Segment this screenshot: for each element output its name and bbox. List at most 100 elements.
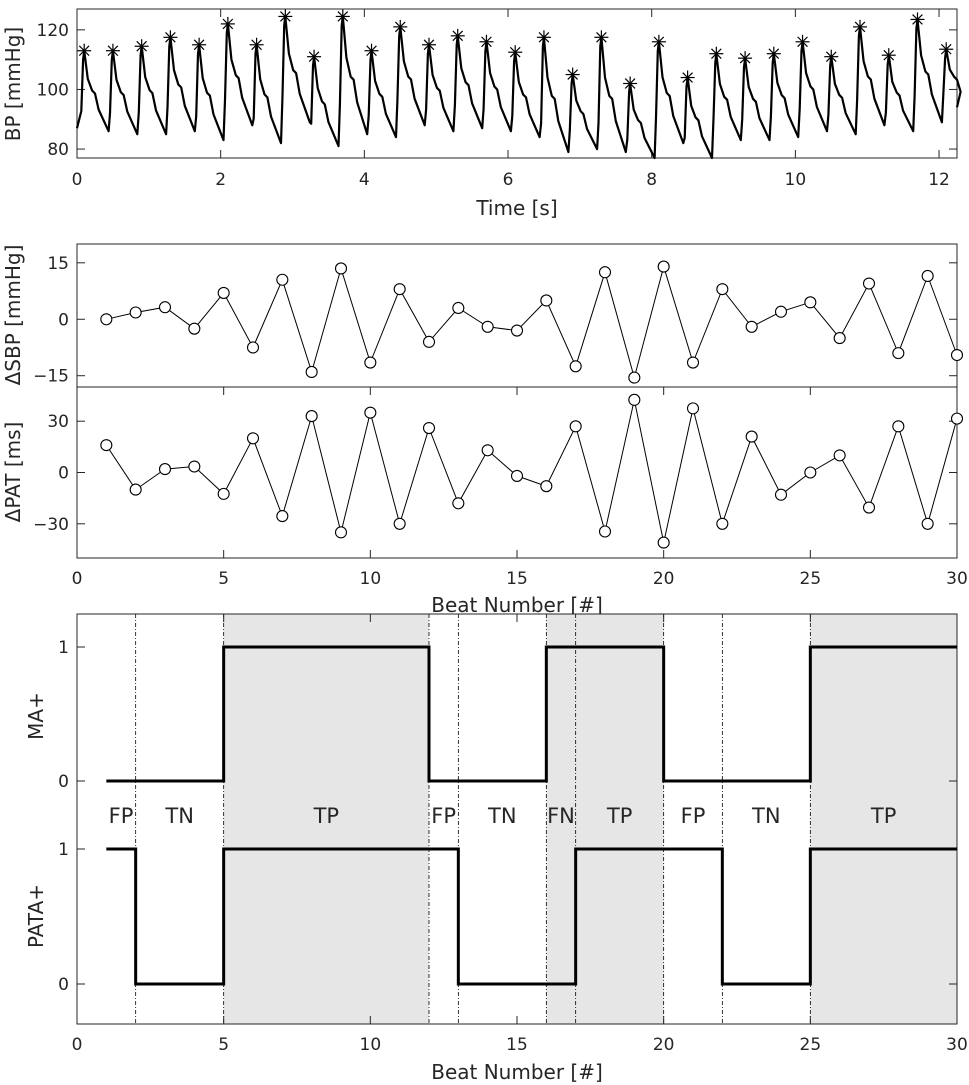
region-label: TN	[751, 804, 781, 828]
bp-y-tick-label: 100	[37, 80, 69, 100]
dpat-data-point	[569, 420, 582, 433]
dsbp-data-point	[628, 371, 641, 384]
dpat-data-point	[246, 432, 260, 445]
dpat-data-point	[686, 402, 700, 415]
region-shading	[223, 614, 429, 1024]
dpat-panel: 0 5 10 15 20 25 30 −30 0 30 Beat Number [#] ΔPAT …	[1, 386, 968, 617]
dsbp-data-point	[745, 320, 758, 333]
dpat-x-tick-label: 15	[506, 569, 528, 589]
dsbp-y-axis-label: ΔSBP [mmHg]	[1, 245, 25, 386]
bp-peak-marker-stroke	[653, 36, 665, 48]
dsbp-data-point	[276, 273, 289, 286]
bp-peak-marker	[163, 30, 178, 45]
bp-peak-marker-stroke	[883, 49, 895, 61]
dpat-y-tick-label: 30	[47, 412, 69, 432]
bp-peak-marker-stroke	[711, 48, 722, 60]
bp-peak-marker	[393, 19, 408, 34]
dsbp-plot-frame	[76, 243, 958, 388]
dsbp-data-point	[569, 360, 582, 373]
dsbp-data-point	[158, 301, 172, 314]
bp-peak-marker	[307, 49, 322, 64]
bp-waveform-line	[75, 15, 962, 160]
bp-x-tick-label: 4	[359, 170, 370, 190]
region-shading	[575, 614, 664, 1024]
bp-peak-marker-stroke	[624, 78, 636, 89]
bp-peak-marker-stroke	[768, 48, 780, 60]
region-label: TP	[313, 804, 340, 828]
dpat-data-point	[892, 420, 905, 433]
dsbp-data-point	[657, 260, 670, 273]
bp-peak-marker	[479, 34, 494, 49]
bp-peak-marker	[422, 37, 436, 52]
bp-peak-marker-stroke	[308, 51, 320, 63]
dpat-y-tick-label: 0	[58, 464, 69, 484]
bp-y-tick-label: 80	[47, 140, 69, 160]
dsbp-data-point	[921, 269, 934, 283]
class-x-tick-label: 5	[218, 1035, 229, 1055]
dpat-data-point	[628, 393, 641, 406]
dpat-data-point	[158, 463, 172, 476]
bp-peak-marker-stroke	[452, 30, 464, 42]
dsbp-data-point	[598, 266, 612, 279]
dsbp-series-line	[106, 264, 958, 380]
dpat-data-point	[452, 497, 465, 510]
class-x-tick-label: 25	[800, 1035, 822, 1055]
bp-peak-marker-stroke	[940, 43, 952, 55]
bp-peak-marker-stroke	[222, 18, 234, 30]
bp-peak-marker-stroke	[509, 46, 521, 58]
bp-y-tick-label: 120	[37, 21, 69, 41]
bp-peak-marker-stroke	[78, 45, 90, 57]
dsbp-y-tick-label: 0	[58, 310, 69, 330]
bp-peak-marker	[77, 43, 92, 58]
bp-peak-marker-stroke	[366, 45, 377, 57]
bp-x-axis-label: Time [s]	[475, 196, 557, 220]
bp-peak-marker-stroke	[107, 45, 119, 57]
bp-peak-marker	[134, 39, 149, 54]
dpat-data-point	[716, 517, 729, 530]
bp-peak-marker	[651, 34, 666, 49]
dpat-data-point	[217, 487, 230, 500]
bp-peak-marker-stroke	[682, 72, 693, 83]
region-label: FP	[681, 804, 706, 828]
bp-peak-marker	[594, 30, 609, 45]
bp-peak-marker	[824, 49, 839, 64]
dsbp-y-tick-label: 15	[47, 254, 69, 274]
dsbp-y-tick-label: −15	[33, 367, 69, 387]
dsbp-data-point	[452, 301, 465, 315]
dsbp-data-point	[833, 332, 846, 345]
bp-peak-marker-stroke	[797, 36, 808, 48]
region-label: TP	[606, 804, 633, 828]
bp-plot-frame	[76, 8, 958, 159]
dsbp-data-point	[481, 320, 494, 333]
dpat-y-axis-label: ΔPAT [ms]	[1, 422, 25, 523]
bp-x-tick-label: 8	[646, 170, 657, 190]
dpat-x-tick-label: 0	[72, 569, 83, 589]
bp-peak-marker	[536, 30, 551, 45]
dsbp-data-point	[364, 356, 377, 369]
dpat-y-tick-label: −30	[33, 515, 69, 535]
bp-x-tick-label: 12	[928, 170, 950, 190]
bp-peak-marker	[249, 37, 264, 52]
class-x-tick-label: 30	[946, 1035, 968, 1055]
dsbp-data-point	[246, 341, 260, 354]
bp-peak-marker	[939, 42, 954, 57]
bp-peak-marker	[364, 43, 379, 58]
ma-y-axis-label: MA+	[24, 692, 48, 740]
dsbp-data-point	[129, 306, 142, 319]
bp-peak-marker	[105, 43, 120, 58]
dsbp-data-point	[510, 324, 524, 337]
ma-step-line	[106, 645, 957, 783]
classification-x-axis-label: Beat Number [#]	[431, 1060, 603, 1084]
dsbp-data-point	[774, 305, 788, 318]
dpat-data-point	[833, 449, 846, 462]
dpat-data-point	[393, 517, 406, 530]
dsbp-panel: −15 0 15 ΔSBP [mmHg]	[1, 243, 964, 388]
dpat-data-point	[188, 460, 201, 473]
dpat-data-point	[745, 430, 758, 443]
bp-peak-marker-stroke	[193, 39, 205, 51]
dpat-data-point	[364, 406, 377, 419]
region-label: TN	[487, 804, 517, 828]
dpat-data-point	[862, 501, 876, 514]
